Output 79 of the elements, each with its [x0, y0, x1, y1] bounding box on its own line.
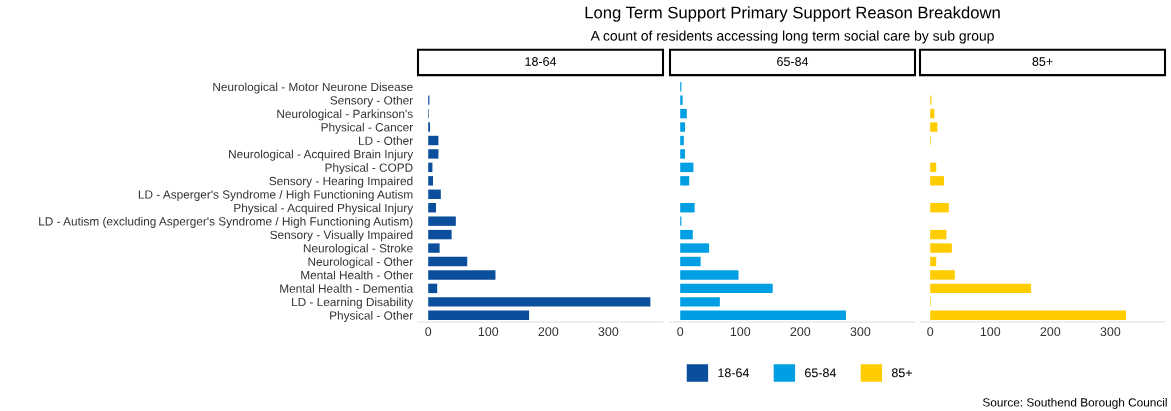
- y-tick-label: Mental Health - Other: [301, 270, 413, 280]
- bar: [428, 256, 468, 267]
- y-tick-label: Sensory - Other: [330, 95, 413, 107]
- bar: [930, 256, 937, 267]
- bar: [680, 310, 846, 320]
- text: 18-64: [525, 57, 557, 66]
- bar: [680, 203, 695, 213]
- bar: [428, 297, 651, 307]
- y-tick-label: Sensory - Visually Impaired: [270, 230, 413, 242]
- y-tick-label: Mental Health - Dementia: [280, 284, 414, 293]
- bar: [930, 283, 1032, 294]
- y-tick-label: LD - Autism (excluding Asperger's Syndrome / High Functioning Autism): [39, 216, 413, 228]
- bar: [930, 162, 937, 173]
- bar: [428, 216, 456, 226]
- bar: [428, 229, 452, 240]
- bar: [930, 310, 1126, 320]
- x-tick-label: 300: [850, 327, 871, 337]
- bar: [680, 108, 687, 119]
- legend-label: 65-84: [805, 368, 836, 378]
- x-tick-label: 200: [538, 327, 559, 337]
- y-tick-label: Physical - Other: [330, 311, 413, 323]
- bar: [930, 203, 949, 213]
- bar: [680, 149, 686, 159]
- bar: [428, 203, 437, 213]
- legend-label: 85+: [891, 368, 912, 378]
- bar: [680, 162, 694, 173]
- bar: [680, 270, 739, 280]
- bar: [428, 310, 530, 320]
- chart-title: Long Term Support Primary Support Reason Breakdown: [585, 6, 1000, 22]
- x-tick-label: 300: [1100, 327, 1121, 337]
- bar: [930, 176, 945, 186]
- x-tick-label: 0: [677, 327, 684, 337]
- x-tick-label: 0: [425, 327, 432, 337]
- bar: [428, 135, 439, 146]
- x-tick-label: 200: [790, 327, 811, 337]
- bar: [428, 189, 441, 199]
- y-tick-label: Sensory - Hearing Impaired: [269, 176, 413, 188]
- y-tick-label: Physical - COPD: [325, 163, 413, 175]
- bar: [428, 162, 433, 173]
- y-tick-label: Neurological - Parkinson's: [277, 109, 413, 121]
- y-tick-label: LD - Other: [359, 136, 413, 145]
- y-tick-label: LD - Learning Disability: [292, 297, 414, 309]
- bar: [930, 108, 935, 119]
- y-tick-label: Neurological - Stroke: [303, 243, 413, 255]
- bar: [428, 149, 439, 159]
- x-tick-label: 100: [980, 327, 1001, 337]
- bar: [930, 229, 947, 240]
- x-tick-label: 200: [1040, 327, 1061, 337]
- chart-subtitle: A count of residents accessing long term social care by sub group: [590, 30, 994, 44]
- bar: [428, 176, 434, 186]
- bar: [680, 95, 683, 105]
- y-tick-label: Neurological - Acquired Brain Injury: [229, 149, 414, 161]
- x-tick-label: 100: [730, 327, 751, 337]
- y-tick-label: LD - Asperger's Syndrome / High Functioning Autism: [138, 190, 413, 202]
- legend-label: 18-64: [718, 368, 750, 378]
- y-tick-label: Neurological - Other: [308, 257, 413, 269]
- x-tick-label: 300: [598, 327, 619, 337]
- text: 65-84: [777, 57, 809, 66]
- bar: [680, 176, 690, 186]
- text: 85+: [1032, 57, 1053, 66]
- y-tick-label: Physical - Cancer: [321, 122, 413, 134]
- source-note: Source: Southend Borough Council: [982, 397, 1167, 409]
- bar: [930, 270, 955, 280]
- bar: [680, 283, 773, 294]
- bar: [680, 256, 701, 267]
- bar: [680, 135, 684, 146]
- bar: [428, 270, 496, 280]
- y-tick-label: Neurological - Motor Neurone Disease: [213, 82, 413, 94]
- bar: [930, 243, 952, 253]
- bar: [680, 229, 693, 240]
- bar: [930, 122, 938, 132]
- x-tick-label: 0: [927, 327, 934, 337]
- y-tick-label: Physical - Acquired Physical Injury: [234, 203, 414, 215]
- bar: [680, 122, 686, 132]
- bar: [680, 243, 710, 253]
- bar: [428, 243, 440, 253]
- bar: [428, 283, 438, 294]
- x-tick-label: 100: [478, 327, 499, 337]
- bar: [680, 297, 720, 307]
